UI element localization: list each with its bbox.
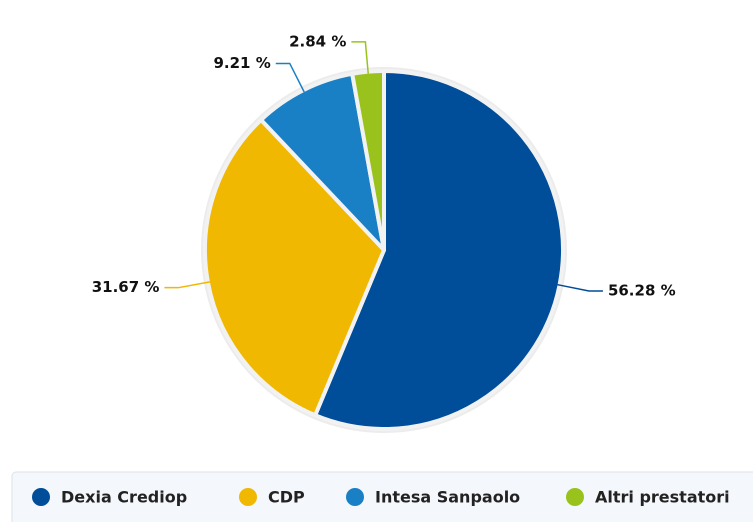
legend-marker: [346, 488, 364, 506]
legend-label: Intesa Sanpaolo: [375, 488, 520, 507]
leader-line: [351, 41, 369, 74]
data-label: 2.84 %: [289, 32, 346, 50]
data-label: 9.21 %: [213, 54, 270, 72]
legend-marker: [566, 488, 584, 506]
data-label: 31.67 %: [92, 278, 160, 296]
data-label: 56.28 %: [608, 281, 676, 299]
legend-label: CDP: [268, 488, 305, 507]
leader-line: [164, 281, 211, 289]
legend-label: Altri prestatori: [595, 488, 730, 507]
legend-marker: [32, 488, 50, 506]
legend-box: [11, 471, 753, 522]
legend-marker: [239, 488, 257, 506]
leader-line: [275, 62, 305, 93]
leader-line: [557, 283, 603, 292]
legend-label: Dexia Crediop: [61, 488, 187, 507]
